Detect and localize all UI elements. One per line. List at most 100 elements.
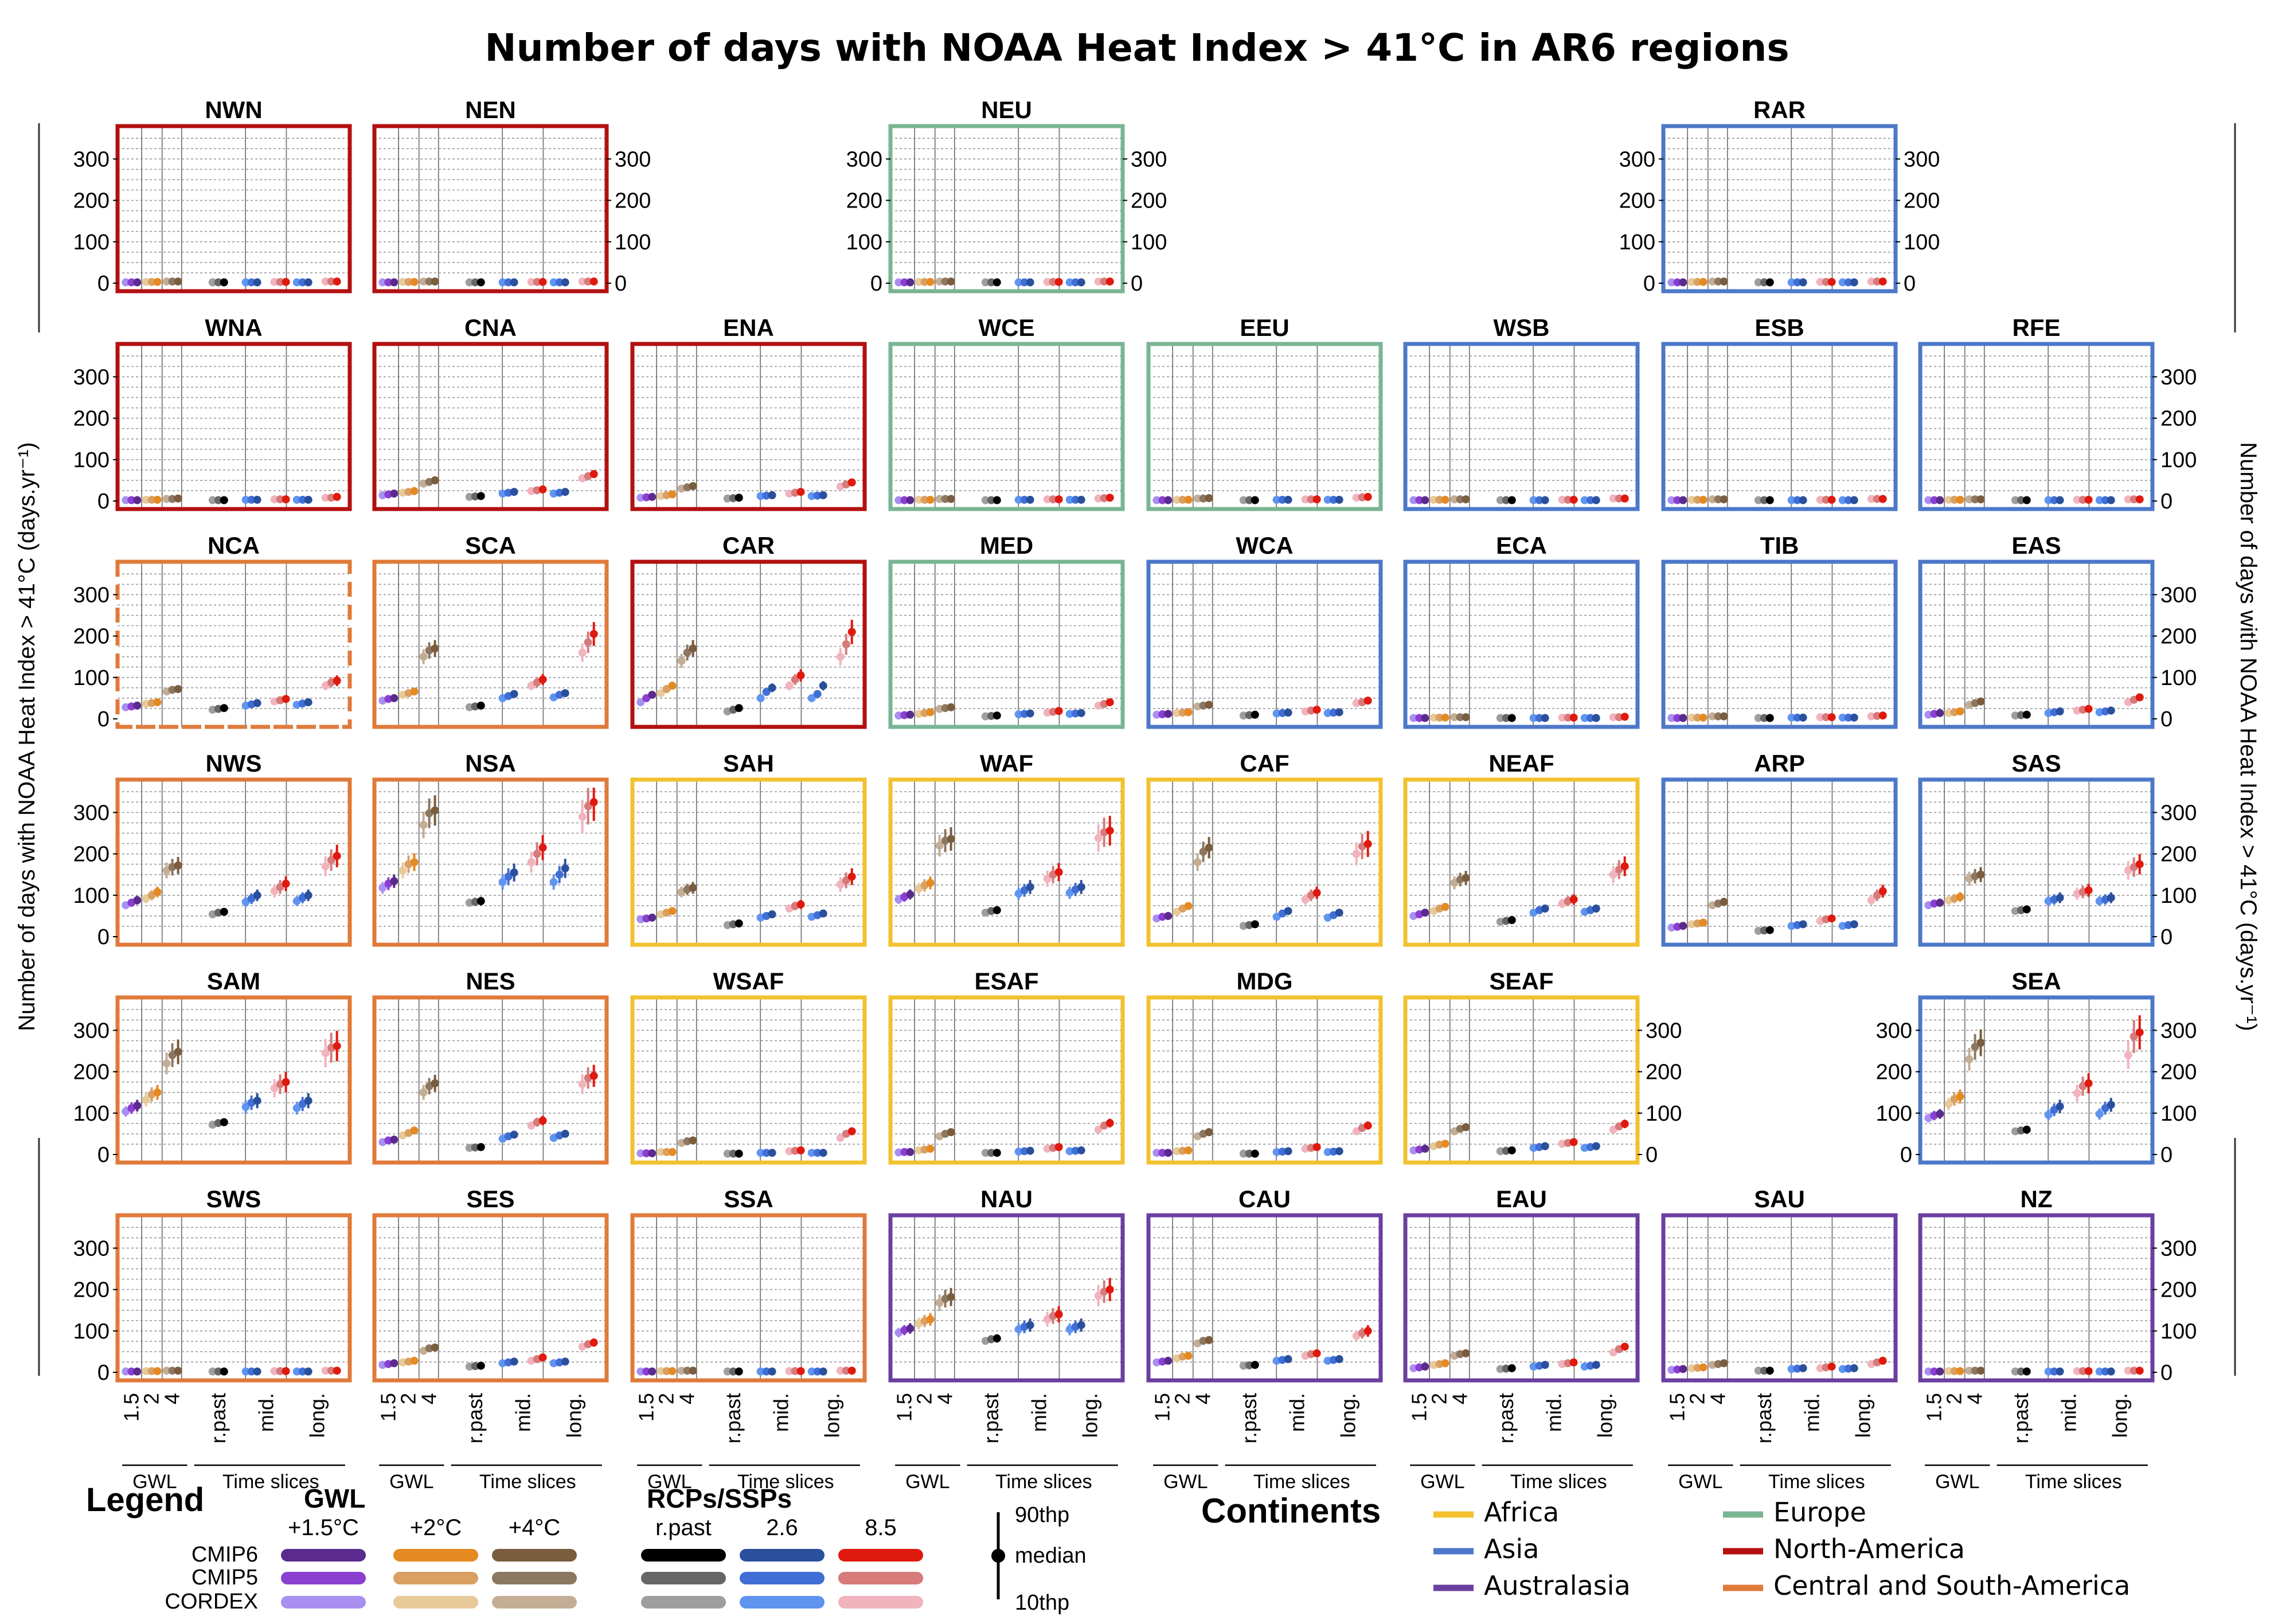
median-point-tib-long <box>1867 712 1876 721</box>
y-tick-left: 300 <box>73 583 110 607</box>
median-point-esb-2 <box>1699 495 1708 504</box>
median-point-wsb-4 <box>1456 495 1464 504</box>
x-tick-label: 4 <box>675 1393 699 1404</box>
region-panel-seaf: SEAF 0 100 200 300 <box>1403 968 1682 1167</box>
median-point-neu-4 <box>935 277 944 286</box>
median-point-wsaf-long <box>813 1149 822 1157</box>
median-point-sah-long <box>842 876 850 885</box>
y-tick-right: 0 <box>2160 1361 2173 1385</box>
x-tick-label: mid. <box>255 1393 278 1432</box>
median-point-sas-2 <box>1956 893 1964 901</box>
median-point-sau-2 <box>1687 1364 1696 1372</box>
y-tick-left: 100 <box>846 230 882 255</box>
median-point-wsaf-long <box>836 1134 845 1142</box>
median-point-wce-1.5 <box>900 496 909 504</box>
median-point-nsa-mid <box>504 872 513 881</box>
median-point-eau-mid <box>1541 1361 1549 1369</box>
median-point-wsb-2 <box>1435 495 1444 504</box>
median-point-cau-1.5 <box>1164 1356 1173 1365</box>
median-point-sas-mid <box>2056 894 2064 902</box>
gwl-group-label: GWL <box>1163 1471 1208 1493</box>
median-point-sau-r.past <box>1754 1367 1763 1375</box>
median-point-nsa-long <box>578 812 587 821</box>
median-point-esb-long <box>1867 495 1876 503</box>
median-point-arp-r.past <box>1754 926 1763 935</box>
median-point-esb-4 <box>1720 495 1728 504</box>
median-point-rar-2 <box>1687 277 1696 286</box>
x-tick-label: mid. <box>769 1393 793 1432</box>
legend-gwl-label: +2°C <box>410 1515 462 1540</box>
median-point-rar-long <box>1878 277 1887 286</box>
median-point-wna-4 <box>168 495 177 503</box>
x-tick-label: mid. <box>1542 1393 1566 1432</box>
median-point-rfe-4 <box>1971 495 1979 504</box>
median-point-ssa-r.past <box>729 1367 737 1376</box>
median-point-nwn-4 <box>168 277 177 286</box>
median-point-sah-long <box>847 872 856 881</box>
median-point-nca-4 <box>174 685 182 693</box>
region-name: NWN <box>205 96 262 123</box>
median-point-cau-2 <box>1184 1352 1193 1360</box>
median-point-wsb-r.past <box>1507 496 1516 504</box>
median-point-rar-mid <box>1793 278 1802 287</box>
median-point-rfe-long <box>2107 496 2115 504</box>
median-point-nz-1.5 <box>1924 1367 1933 1376</box>
region-name: WCE <box>979 314 1035 341</box>
median-point-sau-2 <box>1699 1363 1708 1372</box>
median-point-arp-mid <box>1799 920 1807 929</box>
y-tick-right: 300 <box>2160 801 2197 825</box>
median-point-nen-1.5 <box>384 278 393 287</box>
median-point-nz-1.5 <box>1930 1367 1939 1376</box>
y-tick-left: 0 <box>97 707 110 731</box>
region-frame <box>888 995 1125 1165</box>
median-point-wna-r.past <box>214 496 222 504</box>
median-point-wca-mid <box>1272 709 1281 718</box>
median-point-wsb-2 <box>1429 495 1438 504</box>
y-tick-right: 100 <box>1131 230 1167 255</box>
median-point-sau-mid <box>1799 1364 1807 1372</box>
median-point-sws-mid <box>270 1367 279 1375</box>
y-tick-left: 0 <box>97 1361 110 1385</box>
median-point-nz-mid <box>2050 1367 2058 1376</box>
median-point-nca-r.past <box>220 704 228 713</box>
region-panel-wce: WCE <box>888 314 1125 511</box>
median-point-arp-long <box>1867 896 1876 905</box>
median-point-sea-mid <box>2073 1089 2081 1098</box>
median-point-nws-2 <box>153 888 162 896</box>
median-point-wsb-long <box>1580 496 1589 504</box>
median-point-wce-4 <box>947 495 955 503</box>
median-point-nau-long <box>1094 1292 1103 1300</box>
median-point-eas-1.5 <box>1936 709 1944 717</box>
median-point-med-mid <box>1014 710 1023 719</box>
median-point-rar-long <box>1850 278 1858 287</box>
median-point-esb-long <box>1844 496 1853 504</box>
median-point-eeu-long <box>1323 495 1332 504</box>
median-point-wsaf-mid <box>791 1146 799 1155</box>
median-point-wsaf-mid <box>756 1149 765 1157</box>
median-point-sam-long <box>321 1049 330 1058</box>
median-point-sas-1.5 <box>1936 898 1944 907</box>
continent-label-central-and-south-america: Central and South-America <box>1773 1570 2130 1601</box>
median-point-caf-r.past <box>1251 920 1259 929</box>
median-point-eeu-long <box>1352 494 1361 502</box>
median-point-wce-4 <box>935 495 944 503</box>
median-point-sws-mid <box>282 1367 290 1375</box>
median-point-eca-2 <box>1441 713 1449 722</box>
median-point-wsaf-1.5 <box>642 1149 651 1157</box>
median-point-cau-mid <box>1312 1349 1321 1357</box>
median-point-sah-mid <box>796 900 805 909</box>
median-point-nen-mid <box>527 277 536 286</box>
median-point-rfe-1.5 <box>1930 496 1939 504</box>
median-point-med-1.5 <box>900 711 909 719</box>
median-point-nau-long <box>1077 1321 1085 1329</box>
region-name: NWS <box>206 750 262 777</box>
region-frame <box>1403 777 1640 947</box>
median-point-nz-2 <box>1950 1367 1959 1375</box>
median-point-sca-long <box>584 638 592 647</box>
median-point-eau-mid <box>1569 1358 1578 1367</box>
median-point-caf-long <box>1335 909 1343 917</box>
region-panel-ena: ENA <box>630 314 867 511</box>
median-point-car-1.5 <box>636 698 645 707</box>
median-point-rfe-4 <box>1965 495 1974 504</box>
median-point-nen-2 <box>410 277 419 286</box>
